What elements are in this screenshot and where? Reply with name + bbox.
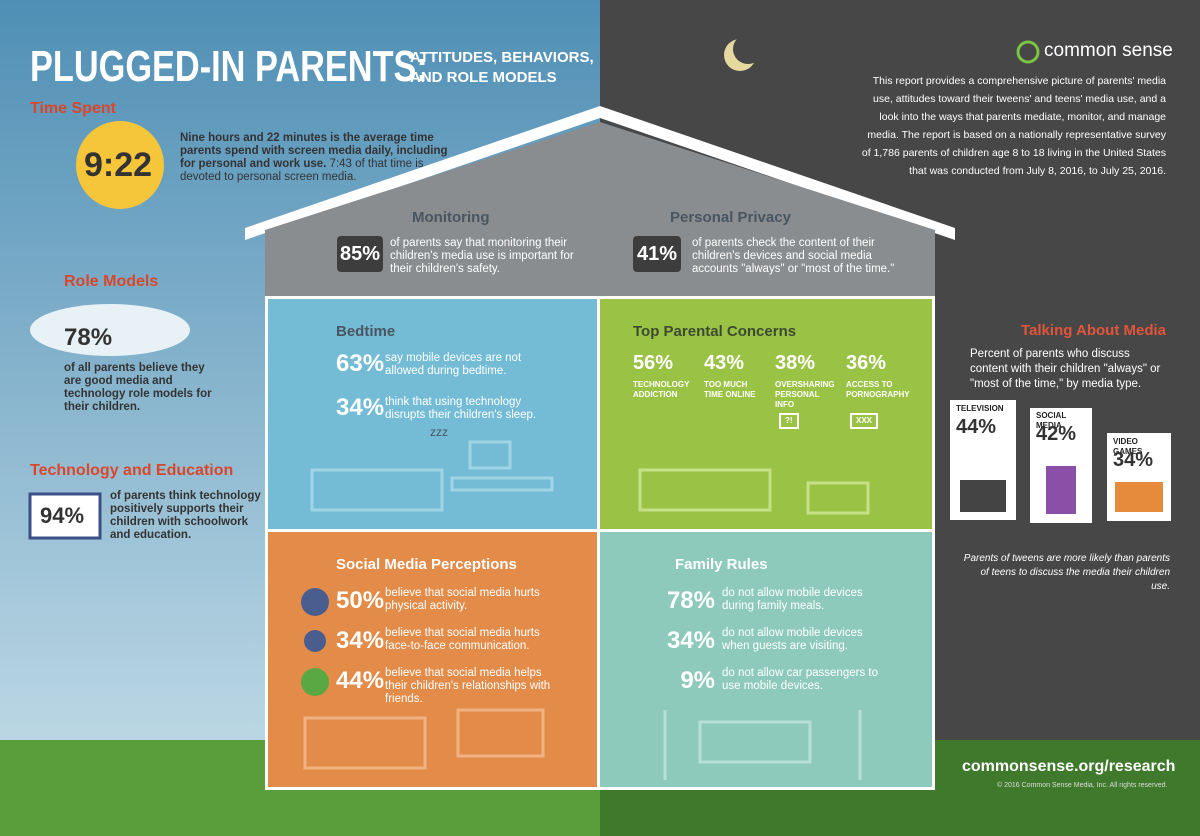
card-stat: 42% <box>1036 423 1077 445</box>
text: of parents check the content of their ch… <box>692 237 895 275</box>
stat: 34% <box>336 627 385 654</box>
heading: Social Media Perceptions <box>336 556 517 573</box>
text: do not allow mobile devices during famil… <box>722 587 863 612</box>
text: believe that social media helps their ch… <box>385 667 551 705</box>
label: TECHNOLOGY ADDICTION <box>633 380 690 399</box>
stat: 38% <box>775 352 816 374</box>
stat: 41% <box>637 243 678 265</box>
label: OVERSHARING PERSONAL INFO <box>775 380 835 409</box>
note: Parents of tweens are more likely than p… <box>963 553 1170 592</box>
card-label: SOCIAL MEDIA <box>1036 411 1067 430</box>
intro: This report provides a comprehensive pic… <box>861 75 1166 177</box>
heading: Technology and Education <box>30 462 234 479</box>
url[interactable]: commonsense.org/research <box>962 758 1176 775</box>
stat: 43% <box>704 352 745 374</box>
stat: 36% <box>846 352 887 374</box>
heading: Personal Privacy <box>670 209 791 226</box>
stat: 85% <box>340 243 381 265</box>
subtitle-line: ATTITUDES, BEHAVIORS, <box>410 49 594 66</box>
text: do not allow mobile devices when guests … <box>722 627 863 652</box>
card-label: TELEVISION <box>956 404 1004 413</box>
text: think that using technology disrupts the… <box>385 396 537 421</box>
stat: 9:22 <box>84 146 153 184</box>
stat: 44% <box>336 667 385 694</box>
label: ACCESS TO PORNOGRAPHY <box>846 380 910 399</box>
text-bold: Nine hours and 22 minutes is the average… <box>180 132 448 170</box>
copyright: © 2016 Common Sense Media, Inc. All righ… <box>997 782 1168 789</box>
card-stat: 44% <box>956 416 997 438</box>
icon-text: zzz <box>430 425 448 439</box>
heading: Bedtime <box>336 323 396 340</box>
stat: 34% <box>336 394 385 421</box>
title: PLUGGED-IN PARENTS: <box>30 42 428 91</box>
stat: 94% <box>40 503 85 528</box>
heading: Time Spent <box>30 100 116 117</box>
stat: 34% <box>666 627 715 654</box>
stat: 63% <box>336 350 385 377</box>
stat: 9% <box>680 667 715 694</box>
icon-label: XXX <box>850 413 879 429</box>
stat: 78% <box>666 587 715 614</box>
stat: 50% <box>336 587 385 614</box>
text: of parents think technology positively s… <box>110 490 261 541</box>
stat: 56% <box>633 352 674 374</box>
text: believe that social media hurts physical… <box>385 587 540 612</box>
label: TOO MUCH TIME ONLINE <box>704 380 756 399</box>
heading: Monitoring <box>412 209 490 226</box>
stat: 78% <box>64 324 113 351</box>
heading: Family Rules <box>675 556 768 573</box>
text: believe that social media hurts face-to-… <box>385 627 540 652</box>
subtitle: ATTITUDES, BEHAVIORS, AND ROLE MODELS <box>410 48 594 88</box>
heading: Role Models <box>64 273 159 290</box>
brand-mark <box>1010 38 1020 48</box>
text: 7:43 of that time is devoted to personal… <box>180 158 424 183</box>
subtitle-line: AND ROLE MODELS <box>410 69 557 86</box>
text: Nine hours and 22 minutes is the average… <box>180 132 460 184</box>
brand: common sense <box>1044 40 1173 61</box>
text: say mobile devices are not allowed durin… <box>385 352 522 377</box>
text: of all parents believe they are good med… <box>64 362 212 413</box>
text: of parents say that monitoring their chi… <box>390 237 574 275</box>
description: Percent of parents who discuss content w… <box>970 348 1161 390</box>
card-stat: 34% <box>1113 449 1154 471</box>
icon-label: ?! <box>779 413 799 429</box>
heading: Top Parental Concerns <box>633 323 797 340</box>
card-label: VIDEO GAMES <box>1113 437 1143 456</box>
text: do not allow car passengers to use mobil… <box>722 667 878 692</box>
heading: Talking About Media <box>1021 322 1166 339</box>
